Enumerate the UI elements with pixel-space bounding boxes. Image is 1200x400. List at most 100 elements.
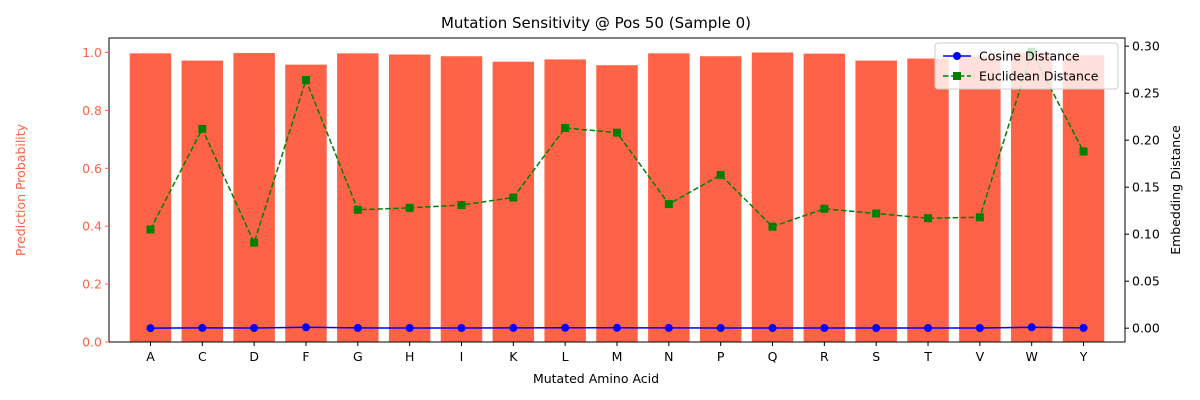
cosine-distance-point <box>1079 323 1088 332</box>
bar-V <box>959 56 1001 343</box>
euclidean-distance-point <box>405 203 414 212</box>
cosine-distance-point <box>250 323 259 332</box>
bar-H <box>388 54 431 342</box>
x-tick-label: F <box>302 349 309 364</box>
bar-P <box>699 56 742 343</box>
cosine-distance-point <box>146 324 155 333</box>
x-tick-label: S <box>872 349 880 364</box>
cosine-distance-point <box>664 323 673 332</box>
cosine-distance-point <box>405 323 414 332</box>
euclidean-distance-point <box>820 204 829 213</box>
euclidean-distance-point <box>301 76 310 85</box>
x-tick-label: G <box>353 349 363 364</box>
legend-marker-cosine-distance <box>953 52 961 60</box>
bar-L <box>544 59 586 342</box>
y-right-tick-label: 0.25 <box>1132 86 1160 101</box>
x-tick-label: C <box>198 349 207 364</box>
y-right-tick-label: 0.15 <box>1132 180 1160 195</box>
axes-layer: A C D F G H I K L M N P Q R S T V W Y 0.0 0.2 0.4 0.6 0.8 1.0 0.0… <box>82 37 1160 364</box>
cosine-distance-point <box>353 323 362 332</box>
x-tick-label: K <box>509 349 518 364</box>
y-right-tick-label: 0.00 <box>1132 321 1160 336</box>
bar-G <box>337 53 379 343</box>
euclidean-distance-point <box>924 214 933 223</box>
x-tick-label: W <box>1026 349 1038 364</box>
cosine-distance-point <box>198 323 207 332</box>
x-tick-label: I <box>460 349 464 364</box>
euclidean-distance-point <box>975 213 984 222</box>
bar-K <box>492 61 535 342</box>
cosine-distance-point <box>768 323 777 332</box>
x-axis-label: Mutated Amino Acid <box>533 371 659 386</box>
bar-Q <box>751 52 794 342</box>
chart-title: Mutation Sensitivity @ Pos 50 (Sample 0) <box>441 14 751 32</box>
legend-marker-euclidean-distance <box>953 72 961 80</box>
x-tick-label: V <box>976 349 985 364</box>
euclidean-distance-point <box>353 205 362 214</box>
y-left-tick-label: 0.6 <box>82 161 102 176</box>
x-tick-label: P <box>717 349 725 364</box>
bar-F <box>285 64 327 342</box>
y-right-tick-label: 0.05 <box>1132 274 1160 289</box>
euclidean-distance-point <box>1079 147 1088 156</box>
bar-D <box>233 53 275 342</box>
legend: Cosine Distance Euclidean Distance <box>934 42 1119 90</box>
y-axis-left-label: Prediction Probability <box>13 123 28 256</box>
bar-M <box>596 65 638 342</box>
bar-I <box>440 56 483 343</box>
y-left-tick-label: 0.0 <box>82 335 102 350</box>
x-tick-label: D <box>249 349 259 364</box>
cosine-distance-point <box>457 323 466 332</box>
cosine-distance-point <box>872 323 881 332</box>
euclidean-distance-point <box>509 193 518 202</box>
x-tick-label: N <box>664 349 673 364</box>
x-tick-label: L <box>562 349 569 364</box>
x-tick-label: Y <box>1079 349 1088 364</box>
bar-S <box>855 60 897 342</box>
bar-R <box>803 53 846 343</box>
x-tick-label: H <box>405 349 414 364</box>
lines-layer <box>146 47 1088 333</box>
euclidean-distance-point <box>872 209 881 218</box>
euclidean-distance-point <box>250 238 259 247</box>
bar-A <box>129 53 172 343</box>
bar-C <box>181 60 224 342</box>
x-tick-label: T <box>923 349 932 364</box>
bar-Y <box>1062 55 1105 342</box>
cosine-distance-point <box>924 323 933 332</box>
y-right-tick-label: 0.10 <box>1132 227 1160 242</box>
euclidean-distance-point <box>198 124 207 133</box>
cosine-distance-point <box>1027 323 1036 332</box>
x-tick-label: A <box>146 349 155 364</box>
y-axis-right-label: Embedding Distance <box>1168 125 1183 255</box>
euclidean-distance-point <box>561 123 570 132</box>
y-right-tick-label: 0.30 <box>1132 39 1160 54</box>
bar-W <box>1010 52 1053 342</box>
bars-layer <box>129 52 1105 343</box>
cosine-distance-point <box>820 323 829 332</box>
euclidean-distance-point <box>613 128 621 137</box>
euclidean-distance-point <box>457 201 466 210</box>
legend-box <box>934 42 1119 90</box>
cosine-distance-point <box>509 323 518 332</box>
x-tick-label: Q <box>768 349 778 364</box>
euclidean-distance-point <box>768 222 777 231</box>
euclidean-distance-point <box>146 225 155 234</box>
legend-label-euclidean-distance: Euclidean Distance <box>979 69 1099 84</box>
y-right-tick-label: 0.20 <box>1132 133 1160 148</box>
cosine-distance-point <box>716 323 725 332</box>
cosine-distance-point <box>975 323 984 332</box>
y-left-tick-label: 0.4 <box>82 219 102 234</box>
legend-label-cosine-distance: Cosine Distance <box>979 49 1080 64</box>
euclidean-distance-point <box>716 170 725 179</box>
bar-N <box>648 53 690 343</box>
bar-T <box>907 58 949 343</box>
y-left-tick-label: 0.8 <box>82 103 102 118</box>
x-tick-label: R <box>820 349 829 364</box>
x-tick-label: M <box>612 349 623 364</box>
y-left-tick-label: 0.2 <box>82 277 102 292</box>
y-left-tick-label: 1.0 <box>82 45 102 60</box>
euclidean-distance-point <box>664 200 673 209</box>
cosine-distance-point <box>561 323 570 332</box>
